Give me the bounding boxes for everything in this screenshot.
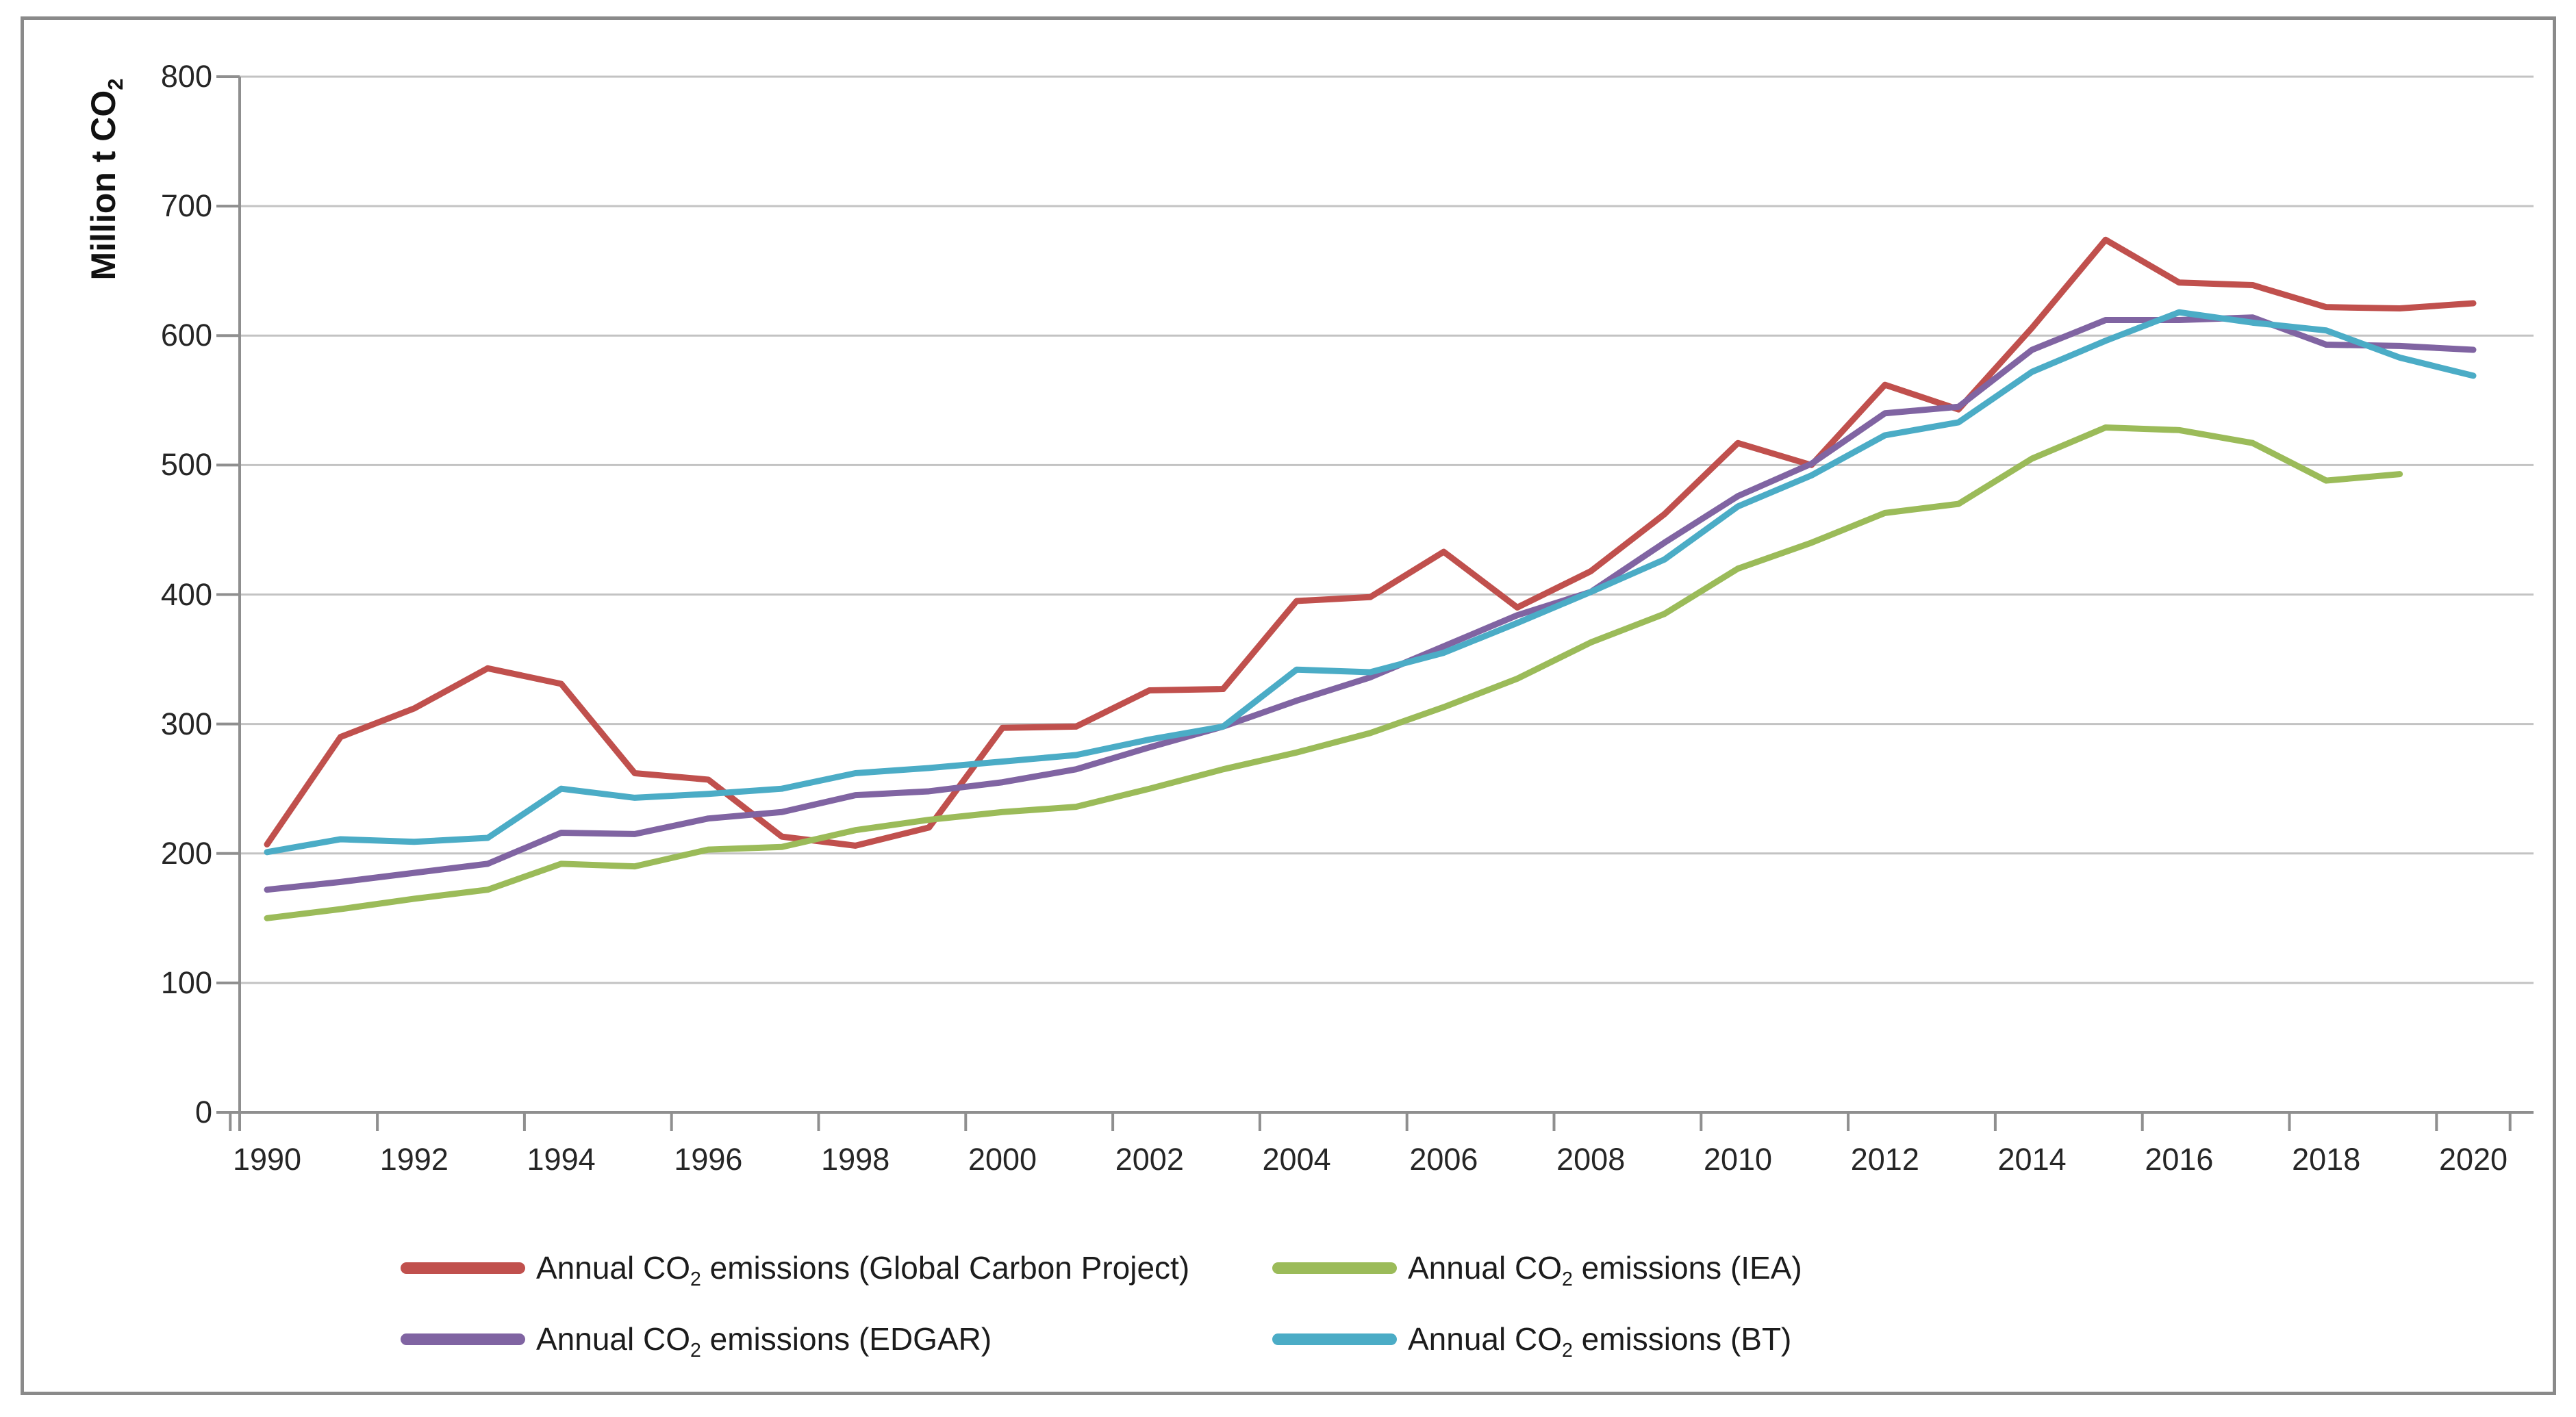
y-axis-label-600: 600 <box>160 318 212 353</box>
x-axis-label-1992: 1992 <box>379 1142 449 1177</box>
legend-label-gcp: Annual CO2 emissions (Global Carbon Proj… <box>536 1250 1190 1291</box>
x-axis-label-1994: 1994 <box>527 1142 596 1177</box>
legend-item-edgar: Annual CO2 emissions (EDGAR) <box>401 1318 992 1362</box>
x-axis-label-2004: 2004 <box>1262 1142 1331 1177</box>
y-axis-label-800: 800 <box>160 59 212 94</box>
y-axis-label-300: 300 <box>160 706 212 741</box>
x-axis-label-1996: 1996 <box>674 1142 743 1177</box>
x-axis-label-2010: 2010 <box>1703 1142 1773 1177</box>
x-axis-label-2012: 2012 <box>1850 1142 1919 1177</box>
series-line-edgar <box>264 314 2477 893</box>
legend-swatch-iea <box>1272 1262 1397 1274</box>
legend-label-iea: Annual CO2 emissions (IEA) <box>1408 1250 1802 1291</box>
x-axis-label-2002: 2002 <box>1115 1142 1184 1177</box>
legend-item-gcp: Annual CO2 emissions (Global Carbon Proj… <box>401 1247 1190 1291</box>
legend-item-iea: Annual CO2 emissions (IEA) <box>1272 1247 1802 1291</box>
x-axis-label-2020: 2020 <box>2438 1142 2508 1177</box>
series-line-gcp <box>264 236 2477 849</box>
x-axis-label-2008: 2008 <box>1556 1142 1626 1177</box>
series-line-bt <box>264 309 2477 856</box>
x-axis-label-1998: 1998 <box>821 1142 890 1177</box>
x-axis-label-2014: 2014 <box>1997 1142 2067 1177</box>
y-axis-label-500: 500 <box>160 447 212 483</box>
x-axis-label-2006: 2006 <box>1409 1142 1478 1177</box>
y-axis-label-400: 400 <box>160 576 212 612</box>
legend-item-bt: Annual CO2 emissions (BT) <box>1272 1318 1792 1362</box>
legend-swatch-bt <box>1272 1333 1397 1345</box>
series-line-iea <box>264 424 2403 921</box>
y-axis-label-0: 0 <box>194 1095 212 1129</box>
legend-swatch-gcp <box>401 1262 525 1274</box>
legend-label-edgar: Annual CO2 emissions (EDGAR) <box>536 1321 992 1362</box>
y-axis-label-100: 100 <box>160 965 212 1000</box>
legend-label-bt: Annual CO2 emissions (BT) <box>1408 1321 1792 1362</box>
x-axis-label-2016: 2016 <box>2145 1142 2214 1177</box>
legend-swatch-edgar <box>401 1333 525 1345</box>
x-axis-label-2018: 2018 <box>2292 1142 2361 1177</box>
y-axis-label-700: 700 <box>160 188 212 224</box>
y-axis-label-200: 200 <box>160 835 212 871</box>
x-axis-label-2000: 2000 <box>968 1142 1037 1177</box>
x-axis-label-1990: 1990 <box>232 1142 302 1177</box>
